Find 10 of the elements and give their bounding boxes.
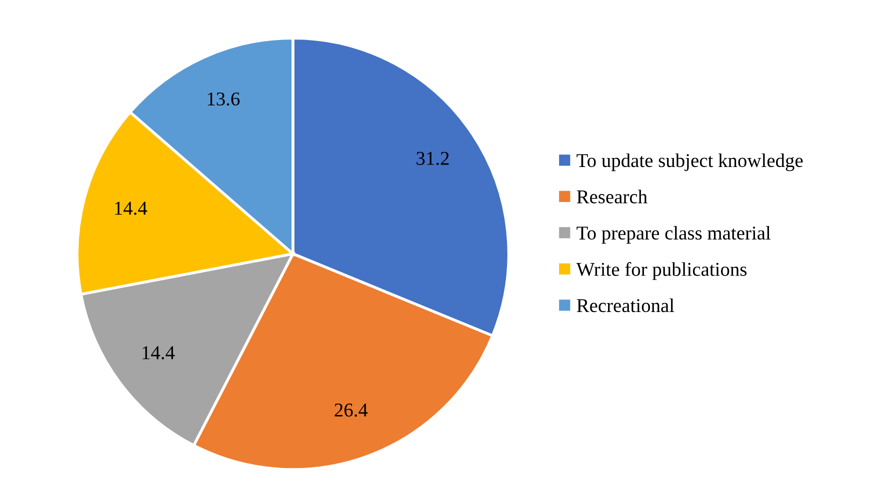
data-label: 13.6 (208, 92, 240, 106)
legend-label: Recreational (576, 298, 674, 312)
data-label: 31.2 (416, 152, 449, 166)
data-label: 14.4 (115, 202, 148, 215)
data-label: 14.4 (142, 346, 175, 360)
data-label: 26.4 (334, 404, 368, 417)
legend-label: To prepare class material (576, 226, 771, 244)
legend-label: To update subject knowledge (576, 153, 803, 172)
legend-label: Write for publications (576, 262, 747, 280)
legend-label: Research (576, 190, 648, 204)
